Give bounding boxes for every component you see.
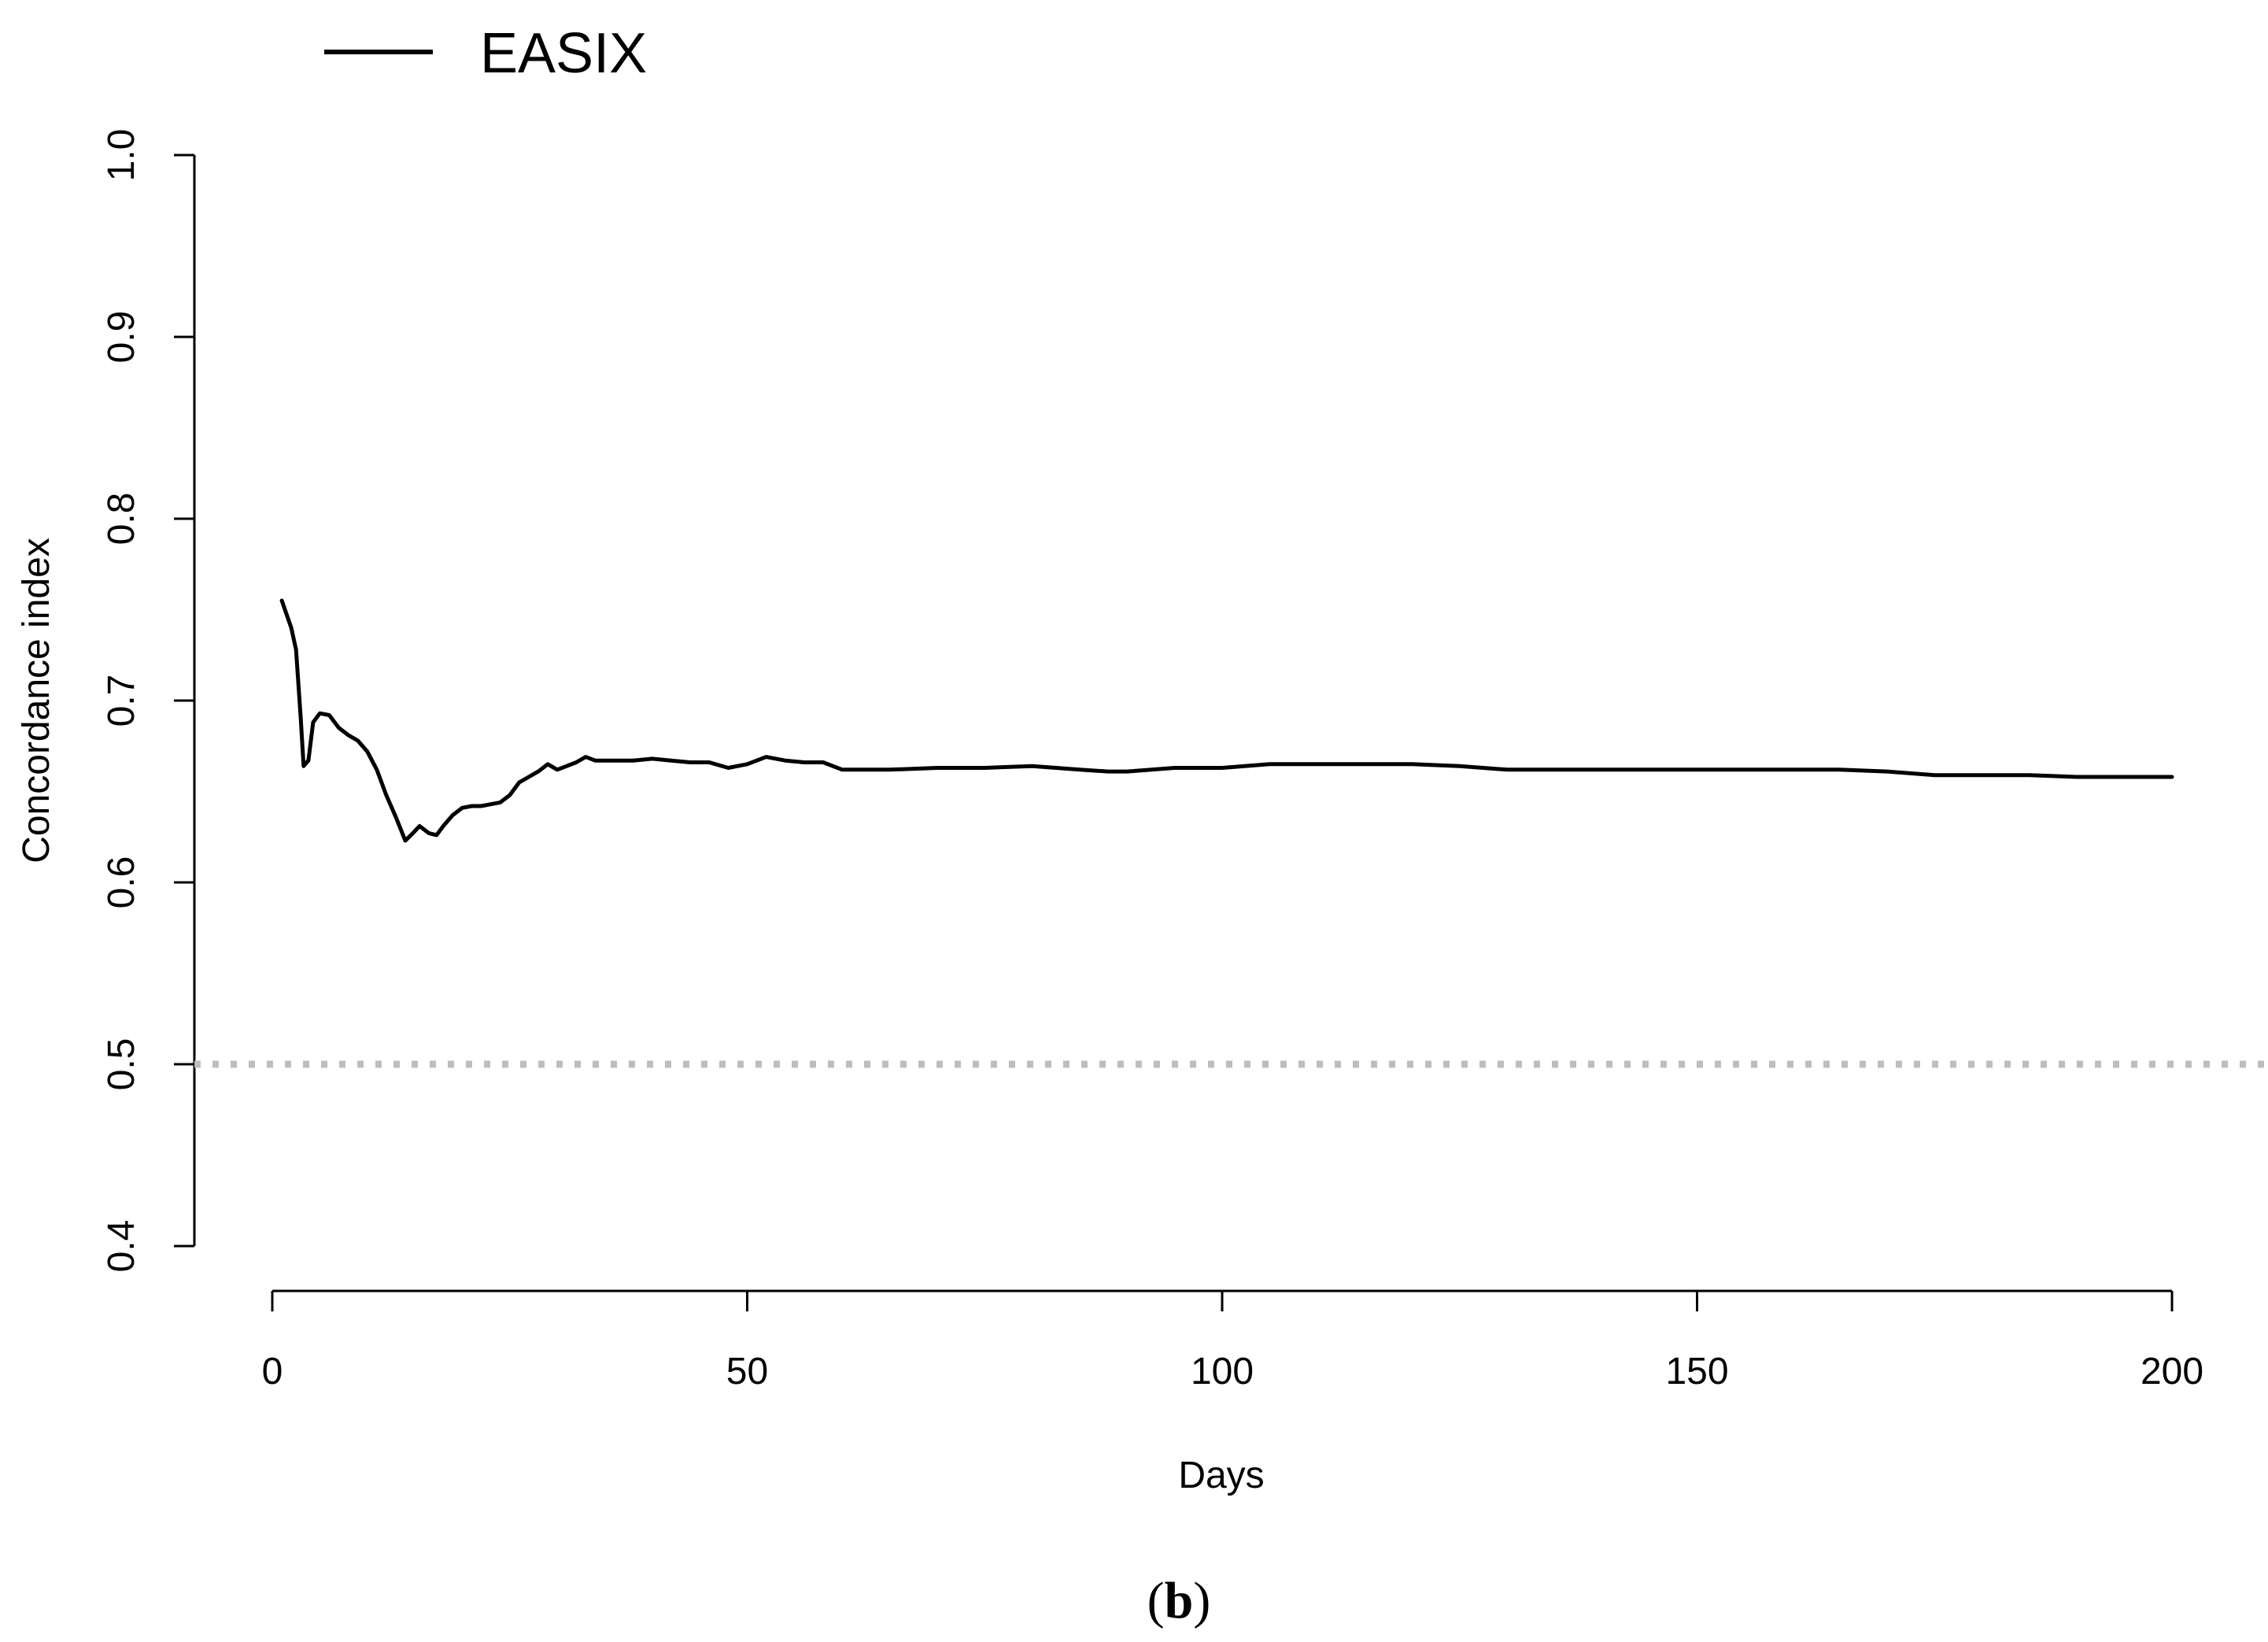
y-tick-label: 0.4 xyxy=(101,1220,142,1273)
x-tick-label: 0 xyxy=(262,1351,283,1392)
x-tick-label: 150 xyxy=(1665,1351,1728,1392)
y-tick-label: 0.9 xyxy=(101,311,142,364)
x-axis: 0 50 100 150 200 xyxy=(262,1289,2203,1392)
y-axis: 0.4 0.5 0.6 0.7 0.8 0.9 1.0 xyxy=(101,129,196,1273)
y-tick-label: 0.5 xyxy=(101,1038,142,1091)
series-line-easix xyxy=(279,598,2174,843)
legend-label-easix: EASIX xyxy=(480,22,647,85)
panel-label: (b) xyxy=(1147,1572,1211,1629)
x-tick-label: 200 xyxy=(2141,1351,2203,1392)
x-tick-label: 50 xyxy=(726,1351,768,1392)
x-axis-title: Days xyxy=(1178,1455,1264,1496)
y-tick-label: 0.8 xyxy=(101,493,142,545)
series-layer xyxy=(279,598,2174,843)
y-tick-label: 1.0 xyxy=(101,129,142,182)
panel-label-letter: b xyxy=(1165,1572,1194,1629)
y-axis-title: Concordance index xyxy=(16,538,57,864)
y-tick-label: 0.6 xyxy=(101,856,142,909)
panel-label-open: ( xyxy=(1147,1572,1165,1629)
panel-label-close: ) xyxy=(1193,1572,1210,1629)
legend: EASIX xyxy=(324,22,647,85)
y-tick-label: 0.7 xyxy=(101,675,142,727)
x-tick-label: 100 xyxy=(1191,1351,1254,1392)
